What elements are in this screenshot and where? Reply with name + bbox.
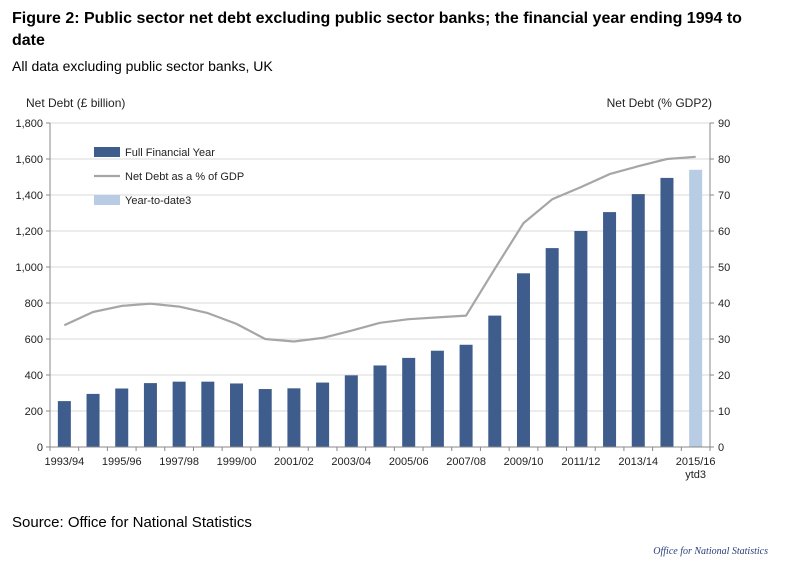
x-tick-label: 1995/96	[102, 456, 142, 468]
bar-full-year	[201, 381, 215, 447]
y-right-tick-label: 40	[718, 298, 730, 310]
y-left-tick-label: 800	[25, 298, 43, 310]
y-right-tick-label: 0	[718, 442, 724, 454]
y-left-tick-label: 0	[37, 442, 43, 454]
bar-year-to-date	[689, 169, 703, 448]
y-right-tick-label: 70	[718, 190, 730, 202]
y-left-tick-label: 600	[25, 334, 43, 346]
ons-logo: Office for National Statistics	[653, 546, 768, 557]
y-right-ticks: 0 10 20 30 40 50 60 70 80 90	[710, 118, 730, 454]
x-tick-label: 1993/94	[44, 456, 84, 468]
x-tick-label: 2013/14	[618, 456, 658, 468]
bar-full-year	[430, 350, 444, 447]
y-left-tick-label: 400	[25, 370, 43, 382]
x-tick-label: 2007/08	[446, 456, 486, 468]
x-tick-label-extra: ytd3	[685, 469, 706, 481]
bar-full-year	[603, 212, 617, 447]
x-tick-label: 2003/04	[331, 456, 371, 468]
y-left-ticks: 0 200 400 600 800 1,000 1,200 1,400 1,600 1,800	[15, 118, 50, 454]
x-ticks: 1993/94 1995/96 1997/98 1999/00 2001/02 2003/…	[44, 447, 716, 481]
bar-full-year	[660, 177, 674, 447]
bar-full-year	[459, 344, 473, 447]
legend-label-ytd: Year-to-date3	[125, 195, 191, 207]
bar-full-year	[574, 231, 588, 447]
bar-full-year	[115, 388, 129, 447]
x-tick-label: 2015/16	[676, 456, 716, 468]
bar-full-year	[258, 389, 272, 447]
y-left-tick-label: 1,200	[15, 226, 43, 238]
x-tick-label: 2001/02	[274, 456, 314, 468]
y-left-tick-label: 200	[25, 406, 43, 418]
legend-swatch-ytd	[94, 195, 120, 205]
bar-full-year	[631, 194, 645, 447]
bar-full-year	[86, 393, 100, 447]
y-left-tick-label: 1,400	[15, 190, 43, 202]
bar-full-year	[287, 388, 301, 447]
y-right-tick-label: 20	[718, 370, 730, 382]
x-tick-label: 2005/06	[389, 456, 429, 468]
y-right-tick-label: 60	[718, 226, 730, 238]
bars	[57, 169, 703, 448]
y-right-tick-label: 80	[718, 154, 730, 166]
axes	[49, 123, 711, 448]
x-tick-label: 1999/00	[217, 456, 257, 468]
y-axis-right-label: Net Debt (% GDP2)	[607, 96, 712, 110]
legend-label-pct-gdp: Net Debt as a % of GDP	[125, 171, 244, 183]
y-axis-left-label: Net Debt (£ billion)	[26, 96, 125, 110]
y-left-tick-label: 1,600	[15, 154, 43, 166]
y-right-tick-label: 30	[718, 334, 730, 346]
y-left-tick-label: 1,000	[15, 262, 43, 274]
chart-title: Figure 2: Public sector net debt excludi…	[12, 10, 742, 49]
y-right-tick-label: 90	[718, 118, 730, 130]
bar-full-year	[344, 375, 358, 447]
x-tick-label: 2009/10	[504, 456, 544, 468]
legend: Full Financial Year Net Debt as a % of GD…	[94, 147, 244, 207]
bar-full-year	[488, 315, 502, 447]
bar-full-year	[516, 273, 530, 447]
y-right-tick-label: 50	[718, 262, 730, 274]
x-tick-label: 1997/98	[159, 456, 199, 468]
bar-full-year	[230, 383, 244, 447]
legend-swatch-full-year	[94, 147, 120, 157]
bar-full-year	[172, 381, 186, 447]
line-series	[63, 155, 696, 343]
source-note: Source: Office for National Statistics	[12, 514, 252, 531]
bar-full-year	[143, 383, 157, 447]
chart-subtitle: All data excluding public sector banks, …	[12, 58, 273, 74]
legend-label-full-year: Full Financial Year	[125, 147, 215, 159]
bar-full-year	[545, 248, 559, 447]
bar-full-year	[373, 365, 387, 447]
x-tick-label: 2011/12	[561, 456, 600, 468]
line-net-debt-pct-gdp	[63, 155, 696, 343]
bar-full-year	[402, 357, 416, 447]
y-right-tick-label: 10	[718, 406, 730, 418]
bar-full-year	[57, 401, 71, 447]
y-left-tick-label: 1,800	[15, 118, 43, 130]
bar-full-year	[316, 382, 330, 447]
